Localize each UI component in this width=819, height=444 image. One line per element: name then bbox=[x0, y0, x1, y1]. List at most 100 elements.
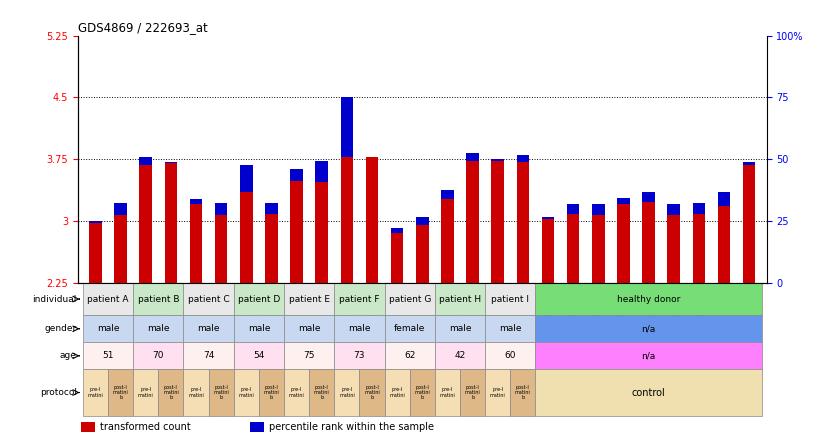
Text: pre-I
matini: pre-I matini bbox=[88, 387, 103, 398]
Bar bbox=[485, 315, 535, 342]
Bar bbox=[183, 315, 233, 342]
Bar bbox=[384, 315, 434, 342]
Bar bbox=[434, 342, 485, 369]
Text: post-I
matini
b: post-I matini b bbox=[314, 385, 329, 400]
Bar bbox=[183, 342, 233, 369]
Bar bbox=[667, 215, 679, 283]
Text: male: male bbox=[97, 324, 120, 333]
Text: patient C: patient C bbox=[188, 294, 229, 304]
Bar bbox=[240, 165, 252, 283]
Bar bbox=[384, 283, 434, 315]
Text: n/a: n/a bbox=[640, 351, 655, 361]
Bar bbox=[415, 225, 428, 283]
Bar bbox=[259, 369, 283, 416]
Bar bbox=[283, 342, 334, 369]
Bar bbox=[742, 165, 754, 283]
Bar bbox=[617, 198, 629, 205]
Bar bbox=[641, 202, 654, 283]
Bar bbox=[591, 205, 604, 215]
Bar bbox=[233, 315, 283, 342]
Bar bbox=[717, 206, 730, 283]
Bar bbox=[334, 342, 384, 369]
Bar bbox=[133, 342, 183, 369]
Text: patient A: patient A bbox=[87, 294, 129, 304]
Bar bbox=[692, 203, 704, 214]
Bar bbox=[434, 315, 485, 342]
Bar bbox=[265, 214, 278, 283]
Bar bbox=[485, 342, 535, 369]
Bar bbox=[410, 369, 434, 416]
Text: transformed count: transformed count bbox=[100, 421, 191, 432]
Text: 60: 60 bbox=[504, 351, 515, 361]
Bar bbox=[485, 369, 509, 416]
Text: pre-I
matini: pre-I matini bbox=[238, 387, 254, 398]
Text: patient I: patient I bbox=[491, 294, 528, 304]
Text: male: male bbox=[297, 324, 320, 333]
Bar bbox=[415, 217, 428, 225]
Bar bbox=[535, 369, 761, 416]
Bar bbox=[541, 219, 554, 283]
Text: patient H: patient H bbox=[438, 294, 481, 304]
Bar bbox=[315, 182, 328, 283]
Bar bbox=[384, 369, 410, 416]
Bar bbox=[283, 283, 334, 315]
Text: male: male bbox=[448, 324, 471, 333]
Bar bbox=[165, 163, 177, 283]
Bar bbox=[541, 217, 554, 219]
Bar bbox=[441, 190, 453, 199]
Bar bbox=[466, 153, 478, 283]
Text: post-I
matini
b: post-I matini b bbox=[514, 385, 530, 400]
Bar bbox=[189, 199, 202, 205]
Text: male: male bbox=[499, 324, 521, 333]
Bar bbox=[233, 369, 259, 416]
Bar bbox=[208, 369, 233, 416]
Text: pre-I
matini: pre-I matini bbox=[439, 387, 455, 398]
Bar bbox=[692, 214, 704, 283]
Bar bbox=[334, 315, 384, 342]
Text: 70: 70 bbox=[152, 351, 164, 361]
Bar bbox=[133, 283, 183, 315]
Text: patient G: patient G bbox=[388, 294, 431, 304]
Bar bbox=[283, 369, 309, 416]
Text: healthy donor: healthy donor bbox=[616, 294, 680, 304]
Text: pre-I
matini: pre-I matini bbox=[338, 387, 355, 398]
Bar bbox=[250, 422, 264, 432]
Text: 54: 54 bbox=[253, 351, 265, 361]
Bar bbox=[334, 369, 359, 416]
Bar bbox=[535, 315, 761, 342]
Bar bbox=[133, 369, 158, 416]
Bar bbox=[158, 369, 183, 416]
Bar bbox=[516, 155, 528, 162]
Bar bbox=[491, 161, 504, 283]
Text: post-I
matini
b: post-I matini b bbox=[414, 385, 430, 400]
Bar bbox=[315, 161, 328, 182]
Bar bbox=[742, 162, 754, 165]
Bar bbox=[434, 283, 485, 315]
Text: post-I
matini
b: post-I matini b bbox=[263, 385, 279, 400]
Bar bbox=[290, 169, 302, 182]
Bar bbox=[108, 369, 133, 416]
Bar bbox=[165, 162, 177, 163]
Text: 51: 51 bbox=[102, 351, 114, 361]
Bar bbox=[485, 283, 535, 315]
Text: 75: 75 bbox=[303, 351, 314, 361]
Text: post-I
matini
b: post-I matini b bbox=[364, 385, 379, 400]
Text: gender: gender bbox=[44, 324, 76, 333]
Bar bbox=[334, 283, 384, 315]
Text: post-I
matini
b: post-I matini b bbox=[213, 385, 229, 400]
Bar bbox=[114, 215, 127, 283]
Bar bbox=[83, 315, 133, 342]
Text: age: age bbox=[60, 351, 76, 361]
Bar bbox=[535, 342, 761, 369]
Text: post-I
matini
b: post-I matini b bbox=[163, 385, 179, 400]
Bar bbox=[183, 369, 208, 416]
Bar bbox=[509, 369, 535, 416]
Bar bbox=[309, 369, 334, 416]
Bar bbox=[391, 233, 403, 283]
Bar bbox=[139, 157, 152, 283]
Bar bbox=[516, 155, 528, 283]
Bar bbox=[717, 192, 730, 206]
Text: post-I
matini
b: post-I matini b bbox=[464, 385, 480, 400]
Text: male: male bbox=[147, 324, 170, 333]
Text: patient B: patient B bbox=[138, 294, 179, 304]
